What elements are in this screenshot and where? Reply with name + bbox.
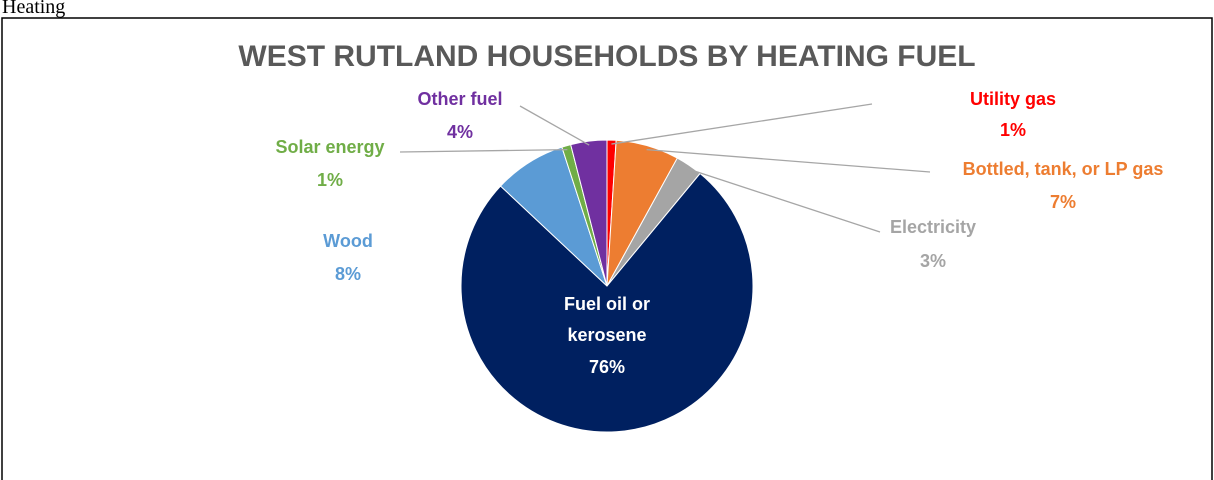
- slice-label: Bottled, tank, or LP gas: [963, 159, 1164, 179]
- label-line: kerosene: [567, 325, 646, 345]
- slice-label: Solar energy: [275, 137, 384, 157]
- slice-label: Utility gas: [970, 89, 1056, 109]
- slice-value-label: 8%: [335, 264, 361, 284]
- slice-value-label: 1%: [1000, 120, 1026, 140]
- leader-line: [611, 103, 873, 145]
- slice-label: Other fuel: [417, 89, 502, 109]
- label-line: Fuel oil or: [564, 294, 650, 314]
- pie-slice: [570, 139, 608, 287]
- slice-value-label: 7%: [1050, 192, 1076, 212]
- leader-line: [646, 148, 931, 173]
- slice-value-label: 76%: [589, 357, 625, 377]
- slice-value-label: 1%: [317, 170, 343, 190]
- chart-title: WEST RUTLAND HOUSEHOLDS BY HEATING FUEL: [238, 40, 975, 73]
- leader-line: [686, 167, 881, 233]
- leader-line: [399, 148, 568, 153]
- slice-value-label: 3%: [920, 251, 946, 271]
- slice-value-label: 4%: [447, 122, 473, 142]
- pie-slice: [460, 172, 754, 433]
- slice-label: Wood: [323, 231, 373, 251]
- chart-border: [1, 17, 1213, 480]
- slice-label: Electricity: [890, 217, 976, 237]
- slice-label: Fuel oil or kerosene: [564, 294, 650, 345]
- page-heading: Heating: [2, 0, 66, 18]
- leader-line: [519, 105, 590, 146]
